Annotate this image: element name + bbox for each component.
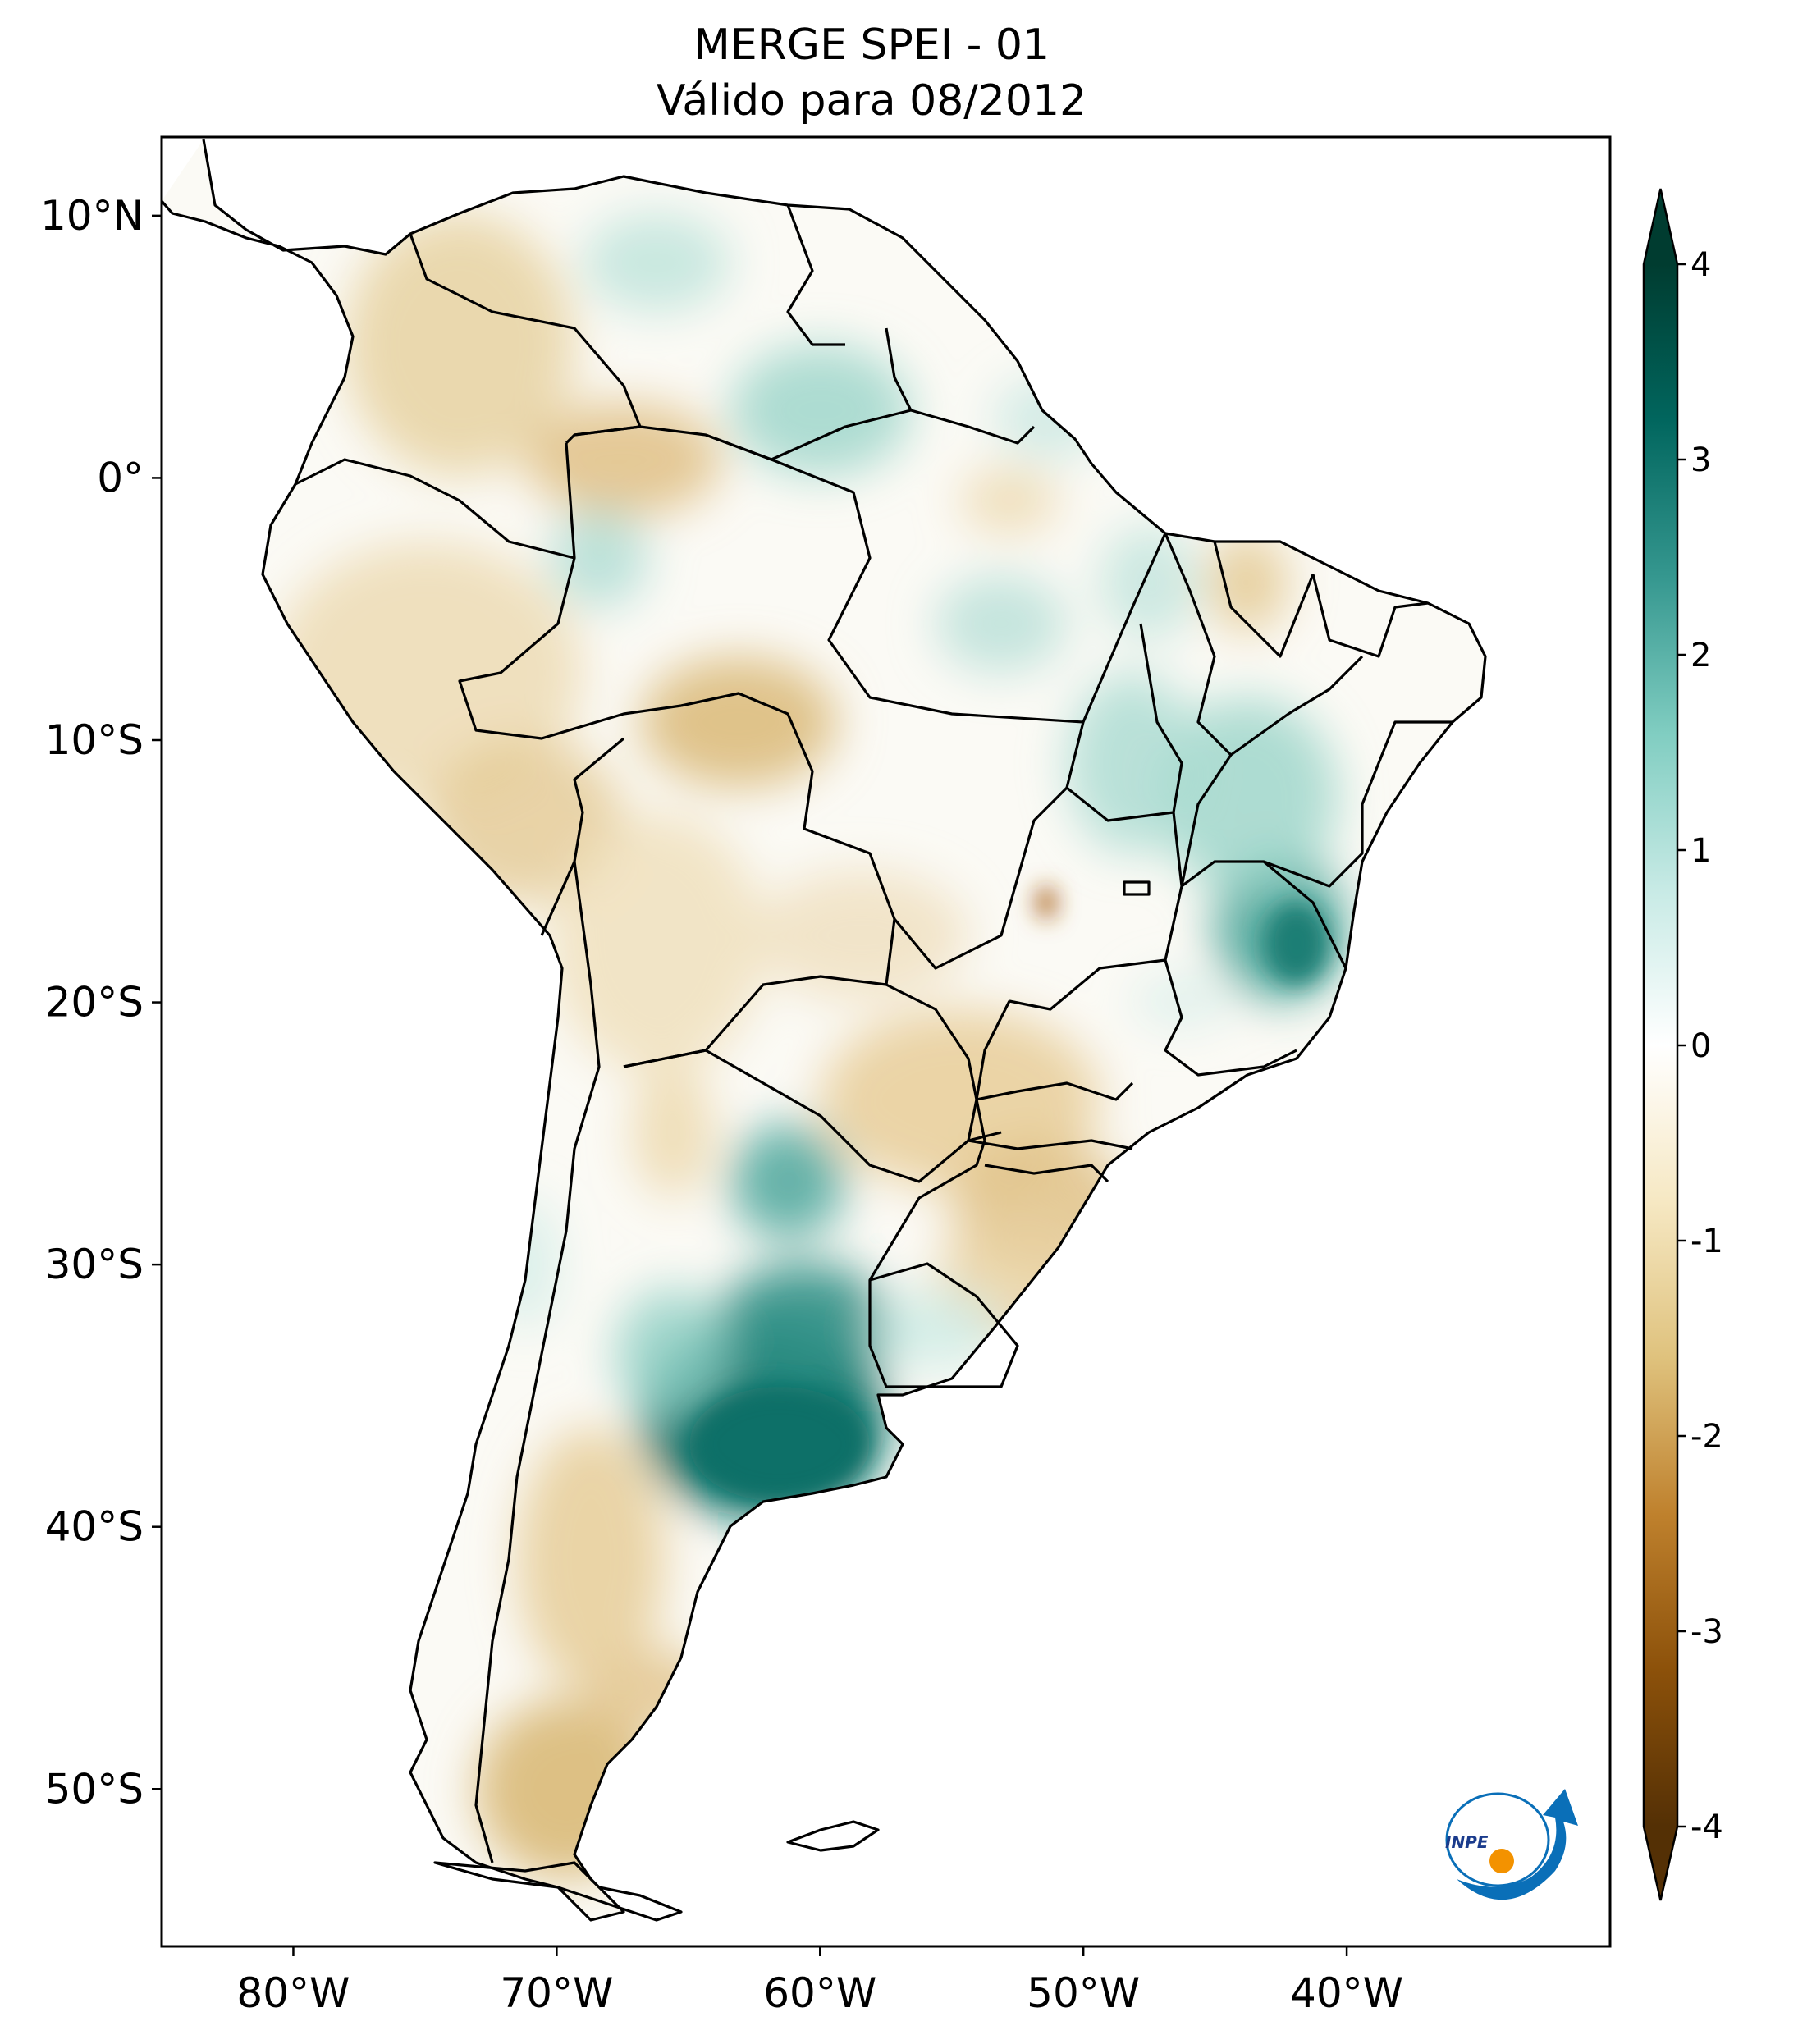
lat-tick-label: 50°S xyxy=(45,1765,144,1813)
colorbar-body xyxy=(1644,264,1677,1827)
lat-tick-label: 0° xyxy=(97,454,144,501)
colorbar-extend-min xyxy=(1644,1827,1677,1900)
border-chile-argentina xyxy=(474,861,601,1863)
border-brazil-north xyxy=(574,409,1036,461)
lon-tick-label: 50°W xyxy=(1027,1969,1140,2017)
title-line-1: MERGE SPEI - 01 xyxy=(693,21,1050,70)
colorbar-tick-label: 1 xyxy=(1690,832,1711,870)
longitude-axis: 80°W 70°W 60°W 50°W 40°W xyxy=(236,1946,1403,2017)
lon-tick-label: 60°W xyxy=(763,1969,876,2017)
latitude-axis: 10°N 0° 10°S 20°S 30°S 40°S 50°S xyxy=(40,192,162,1813)
falkland-islands xyxy=(786,1820,880,1852)
colorbar-tick-label: 0 xyxy=(1690,1027,1711,1065)
logo-orbit-icon xyxy=(1445,1792,1550,1887)
map-panel: 10°N 0° 10°S 20°S 30°S 40°S 50°S 80°W 70°W 60°W 5… xyxy=(40,135,1612,2017)
brazil-states xyxy=(705,433,1453,1183)
logo-text: INPE xyxy=(1445,1832,1489,1852)
colorbar-tick-label: -2 xyxy=(1690,1418,1723,1456)
lat-tick-label: 10°S xyxy=(45,716,144,764)
border-peru-brazil xyxy=(458,557,682,740)
border-guyana-suriname xyxy=(885,327,913,411)
logo-sun-icon xyxy=(1489,1849,1514,1873)
lat-tick-label: 40°S xyxy=(45,1503,144,1551)
border-bolivia-brazil xyxy=(680,692,896,985)
border-peru-chile-bolivia xyxy=(540,737,625,936)
federal-district xyxy=(1123,880,1151,896)
inpe-logo: INPE xyxy=(1445,1789,1578,1900)
logo-arrow-icon xyxy=(1457,1789,1578,1900)
colorbar-ticks: 4 3 2 1 0 -1 -2 -3 -4 xyxy=(1677,246,1723,1846)
border-uruguay xyxy=(868,1262,1019,1388)
map-frame xyxy=(160,135,1612,1948)
tierra-del-fuego xyxy=(433,1861,683,1922)
lon-tick-label: 40°W xyxy=(1290,1969,1403,2017)
lat-tick-label: 30°S xyxy=(45,1241,144,1288)
lat-tick-label: 10°N xyxy=(40,192,144,240)
colorbar-tick-label: 3 xyxy=(1690,441,1711,479)
coastline xyxy=(162,139,1487,1922)
colorbar-tick-label: -4 xyxy=(1690,1809,1723,1846)
lon-tick-label: 70°W xyxy=(500,1969,613,2017)
lon-tick-label: 80°W xyxy=(236,1969,350,2017)
border-argentina-brazil xyxy=(868,1140,986,1281)
colorbar: 4 3 2 1 0 -1 -2 -3 -4 xyxy=(1642,188,1723,1901)
boundaries xyxy=(162,139,1487,1922)
colorbar-tick-label: -3 xyxy=(1690,1613,1723,1651)
colorbar-tick-label: -1 xyxy=(1690,1223,1723,1260)
colorbar-tick-label: 4 xyxy=(1690,246,1711,284)
border-venezuela-guyana xyxy=(786,204,845,346)
colorbar-tick-label: 2 xyxy=(1690,637,1711,674)
title-line-2: Válido para 08/2012 xyxy=(657,76,1087,126)
colorbar-extend-max xyxy=(1644,189,1677,264)
lat-tick-label: 20°S xyxy=(45,979,144,1027)
